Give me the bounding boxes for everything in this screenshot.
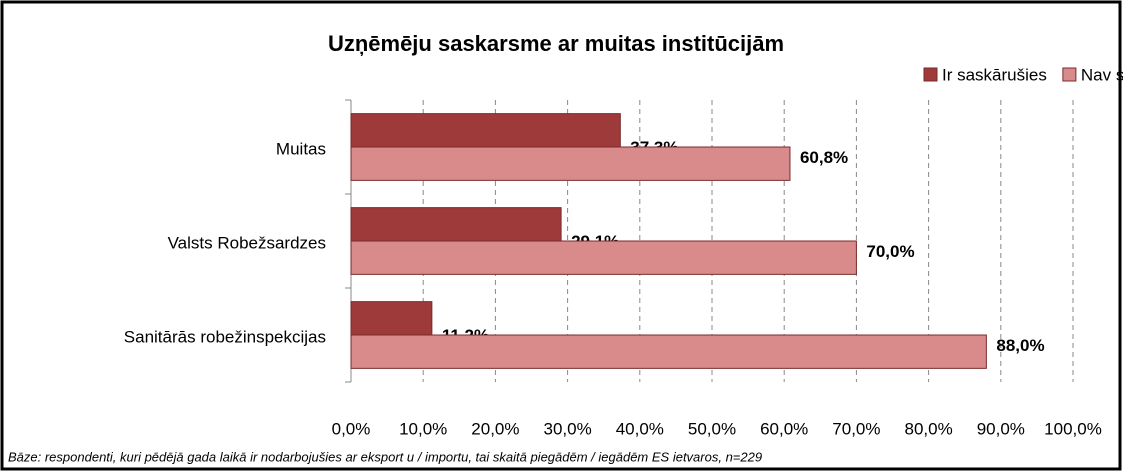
- x-tick-label: 90,0%: [977, 419, 1025, 438]
- x-tick-label: 50,0%: [688, 419, 736, 438]
- y-tick-label: Sanitārās robežinspekcijas: [124, 327, 326, 346]
- x-tick-label: 40,0%: [616, 419, 664, 438]
- bar: [350, 113, 621, 148]
- y-tick-label: Valsts Robežsardzes: [168, 233, 326, 252]
- x-tick-label: 10,0%: [399, 419, 447, 438]
- value-label: 88,0%: [996, 336, 1044, 355]
- bar: [350, 207, 562, 242]
- x-tick-label: 20,0%: [471, 419, 519, 438]
- value-label: 70,0%: [866, 242, 914, 261]
- x-tick-label: 80,0%: [904, 419, 952, 438]
- legend-label: Nav saskārušies: [1081, 65, 1123, 84]
- value-label: 60,8%: [800, 148, 848, 167]
- y-tick-label: Muitas: [276, 139, 326, 158]
- chart-title: Uzņēmēju saskarsme ar muitas institūcijā…: [328, 31, 784, 56]
- x-tick-label: 30,0%: [543, 419, 591, 438]
- bar: [350, 301, 433, 336]
- bar: [350, 240, 857, 275]
- x-tick-label: 0,0%: [332, 419, 371, 438]
- legend-swatch: [923, 67, 938, 82]
- note: Bāze: respondenti, kuri pēdējā gada laik…: [8, 449, 762, 464]
- x-tick-label: 70,0%: [832, 419, 880, 438]
- legend-label: Ir saskārušies: [942, 65, 1047, 84]
- legend-swatch: [1062, 67, 1077, 82]
- bar: [350, 334, 987, 369]
- x-tick-label: 100,0%: [1044, 419, 1102, 438]
- x-tick-label: 60,0%: [760, 419, 808, 438]
- bar: [350, 146, 791, 181]
